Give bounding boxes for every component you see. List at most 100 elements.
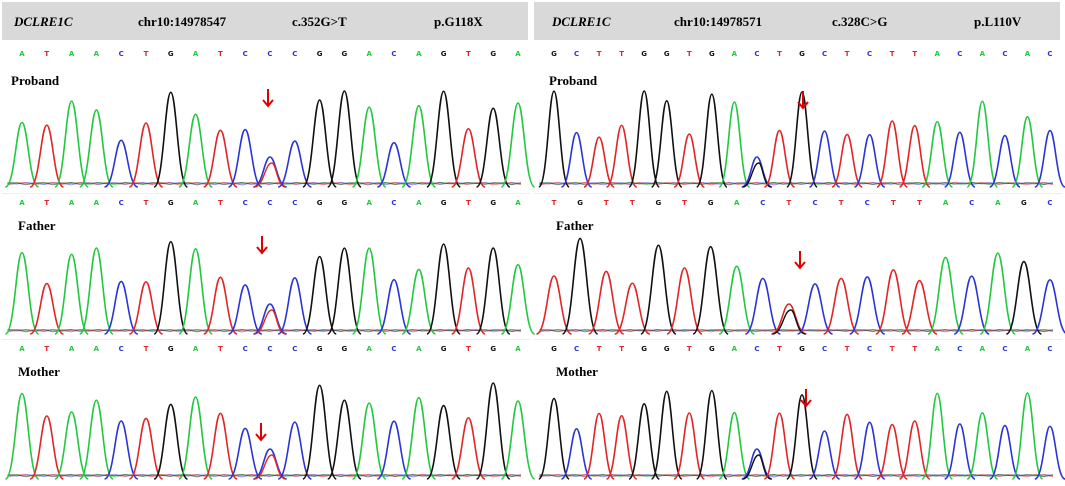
trace-peak — [849, 276, 886, 335]
base-call: A — [995, 199, 1001, 207]
trace-peak — [854, 421, 886, 480]
trace-peak — [898, 420, 931, 480]
cdna-change: c.352G>T — [292, 14, 347, 29]
trace-peak — [560, 131, 593, 188]
trace-peak — [695, 93, 728, 188]
trace-peak — [901, 279, 938, 335]
trace-peak — [1005, 260, 1042, 335]
trace-peak — [228, 284, 263, 335]
base-call: C — [957, 345, 963, 353]
divider — [2, 193, 530, 194]
trace-plot — [538, 90, 1065, 188]
base-call: T — [682, 199, 687, 207]
trace-peak — [763, 129, 796, 188]
trace-peak — [1034, 425, 1065, 480]
base-call: C — [391, 50, 397, 58]
secondary-peak — [742, 162, 772, 188]
trace-peak — [695, 389, 728, 480]
base-call: T — [629, 199, 635, 207]
base-call: T — [844, 345, 850, 353]
variant-arrow — [255, 423, 267, 442]
trace-peak — [302, 384, 338, 480]
trace-peak — [277, 140, 312, 188]
trace-peak — [228, 427, 263, 480]
trace-peak — [376, 278, 412, 335]
base-call: C — [812, 199, 818, 207]
base-call: A — [68, 345, 75, 353]
trace-peak — [500, 102, 536, 188]
trace-peak — [277, 421, 312, 480]
base-call: G — [167, 50, 174, 58]
trace-peak — [78, 399, 114, 480]
base-call: G — [551, 50, 557, 58]
base-call: T — [143, 345, 149, 353]
base-call: G — [490, 199, 497, 207]
base-call: T — [596, 50, 602, 58]
trace-peak — [401, 268, 437, 335]
trace-peak — [831, 413, 864, 480]
base-call: T — [44, 199, 50, 207]
base-call: G — [341, 199, 348, 207]
trace-peak — [475, 107, 511, 188]
trace-peak — [475, 247, 511, 335]
trace-peak — [561, 237, 599, 335]
chromatogram-panel-left: DCLRE1C chr10:14978547 c.352G>T p.G118X … — [2, 0, 536, 486]
base-call: C — [292, 345, 298, 353]
trace-peak — [475, 382, 511, 480]
trace-peak — [128, 280, 164, 335]
base-call: G — [440, 50, 447, 58]
trace-plot — [536, 237, 1065, 335]
base-call: A — [19, 345, 25, 353]
trace-peak — [4, 121, 40, 188]
trace-peak — [202, 412, 238, 480]
base-call: G — [663, 50, 670, 58]
trace-peak — [650, 99, 683, 188]
base-call: C — [1047, 345, 1053, 353]
trace-peak — [426, 404, 462, 480]
trace-peak — [128, 122, 164, 188]
trace-peak — [797, 283, 833, 335]
base-call: T — [218, 345, 223, 353]
trace-peak — [178, 248, 214, 335]
trace-peak — [898, 124, 931, 188]
trace-peak — [351, 402, 387, 480]
base-call: T — [619, 50, 625, 58]
trace-peak — [153, 240, 189, 335]
trace-peak — [944, 423, 976, 480]
base-call: T — [143, 50, 149, 58]
trace-peak — [451, 127, 486, 188]
trace-peak — [876, 423, 908, 480]
base-call: A — [1024, 50, 1031, 58]
variant-arrow — [262, 89, 274, 108]
trace-peak — [605, 124, 638, 188]
base-call: G — [341, 50, 348, 58]
base-call: A — [93, 50, 100, 58]
trace-plot — [4, 382, 536, 480]
base-call: A — [19, 199, 25, 207]
base-call: A — [515, 199, 521, 207]
base-call: T — [603, 199, 609, 207]
base-call: A — [515, 50, 521, 58]
base-call: T — [686, 345, 692, 353]
trace-peak — [538, 397, 570, 480]
row-label-father: Father — [18, 218, 56, 233]
base-call: C — [867, 50, 873, 58]
secondary-peak — [772, 309, 806, 335]
variant-arrow — [797, 91, 809, 110]
base-call: C — [267, 199, 273, 207]
trace-peak — [426, 243, 462, 335]
base-call: A — [734, 199, 740, 207]
row-label-father: Father — [556, 218, 594, 233]
trace-peak — [178, 396, 214, 480]
trace-peak — [351, 247, 387, 335]
protein-change: p.G118X — [434, 14, 483, 29]
secondary-peak — [254, 309, 286, 335]
trace-peak — [104, 280, 139, 335]
base-call: G — [799, 345, 805, 353]
trace-peak — [302, 99, 338, 188]
base-call: T — [786, 199, 792, 207]
protein-change: p.L110V — [974, 14, 1022, 29]
trace-peak — [128, 417, 164, 480]
base-call: A — [416, 199, 422, 207]
